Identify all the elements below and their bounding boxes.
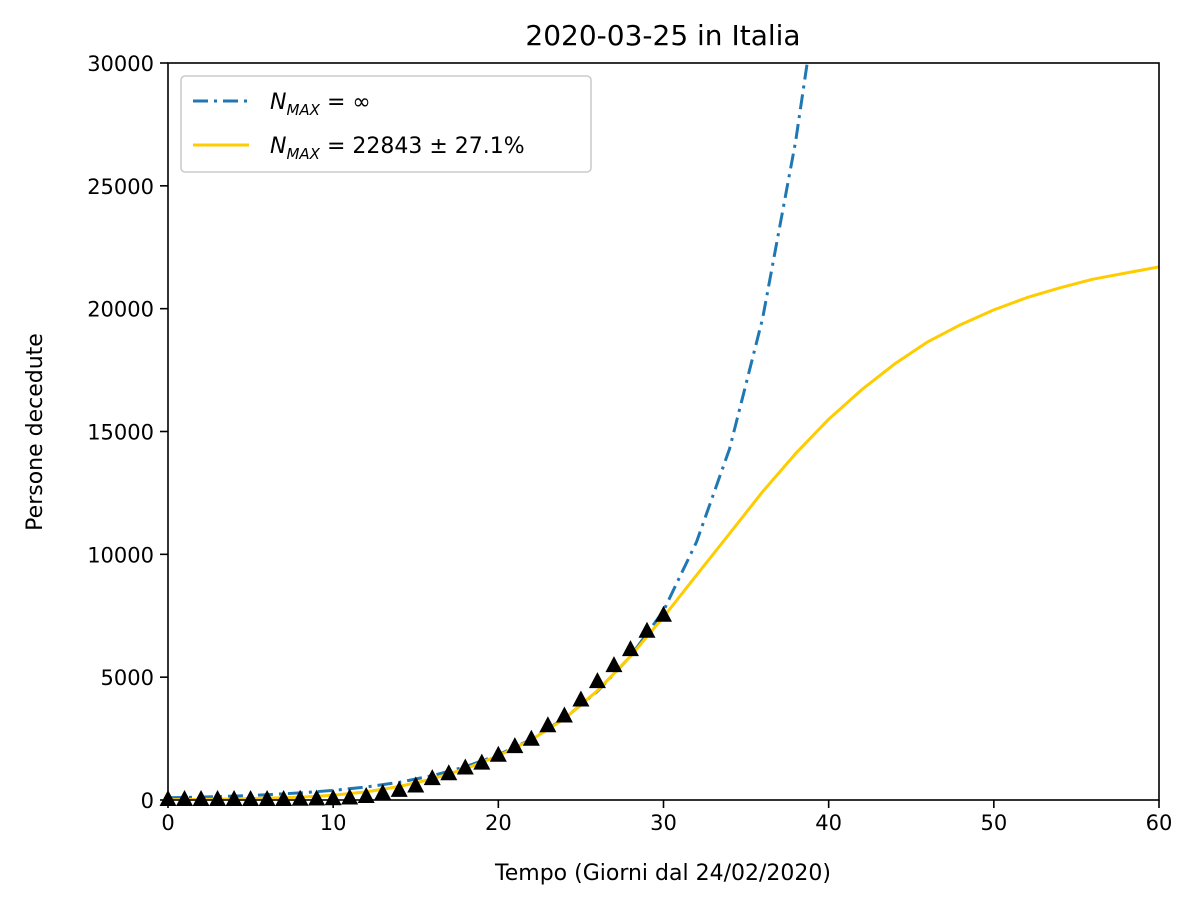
data-point-marker <box>192 790 210 806</box>
y-axis-label: Persone decedute <box>23 333 48 531</box>
data-point-marker <box>209 790 227 806</box>
data-point-marker <box>275 790 293 806</box>
legend-box <box>180 75 592 173</box>
data-point-marker <box>655 605 672 622</box>
data-point-marker <box>390 780 408 797</box>
x-tick-label: 0 <box>161 811 174 835</box>
data-point-marker <box>572 690 590 707</box>
legend: NMAX = ∞ NMAX = 22843 ± 27.1% <box>180 75 592 173</box>
y-tick-label: 30000 <box>87 52 154 76</box>
data-point-marker <box>473 753 491 770</box>
ticks: 0 10 20 30 40 50 60 0 5000 10000 15000 20000 25000 30… <box>87 52 1172 835</box>
data-point-marker <box>225 790 243 806</box>
data-point-marker <box>489 745 507 762</box>
x-tick-label: 40 <box>815 811 842 835</box>
data-point-marker <box>176 790 194 806</box>
legend-label: NMAX = 22843 ± 27.1% <box>270 134 525 163</box>
x-tick-label: 10 <box>320 811 347 835</box>
data-point-marker <box>423 769 441 786</box>
series-line-logistic <box>168 265 1159 800</box>
y-tick-label: 15000 <box>87 421 154 445</box>
data-point-marker <box>605 656 623 673</box>
data-point-marker <box>456 758 474 775</box>
plot-area <box>159 63 1159 806</box>
data-point-marker <box>440 764 458 781</box>
data-point-marker <box>506 737 524 754</box>
data-point-marker <box>522 729 540 746</box>
data-point-marker <box>638 621 656 638</box>
data-point-marker <box>539 716 557 733</box>
x-tick-label: 30 <box>650 811 677 835</box>
x-tick-label: 60 <box>1146 811 1173 835</box>
y-tick-label: 0 <box>141 789 154 813</box>
data-point-marker <box>324 789 342 806</box>
data-point-marker <box>357 787 375 804</box>
y-tick-label: 5000 <box>101 666 154 690</box>
y-tick-label: 10000 <box>87 543 154 567</box>
x-axis-label: Tempo (Giorni dal 24/02/2020) <box>494 861 831 886</box>
chart-title: 2020-03-25 in Italia <box>525 19 800 52</box>
data-point-marker <box>621 640 639 657</box>
data-point-marker <box>374 783 392 800</box>
data-point-marker <box>555 706 573 723</box>
data-point-marker <box>242 790 260 806</box>
data-point-marker <box>291 789 309 806</box>
x-tick-label: 20 <box>485 811 512 835</box>
data-point-marker <box>588 672 606 689</box>
data-point-marker <box>407 776 425 793</box>
legend-label: NMAX = ∞ <box>270 90 371 119</box>
y-tick-label: 20000 <box>87 298 154 322</box>
data-point-marker <box>308 789 326 806</box>
y-tick-label: 25000 <box>87 175 154 199</box>
x-tick-label: 50 <box>980 811 1007 835</box>
data-point-marker <box>258 790 276 806</box>
